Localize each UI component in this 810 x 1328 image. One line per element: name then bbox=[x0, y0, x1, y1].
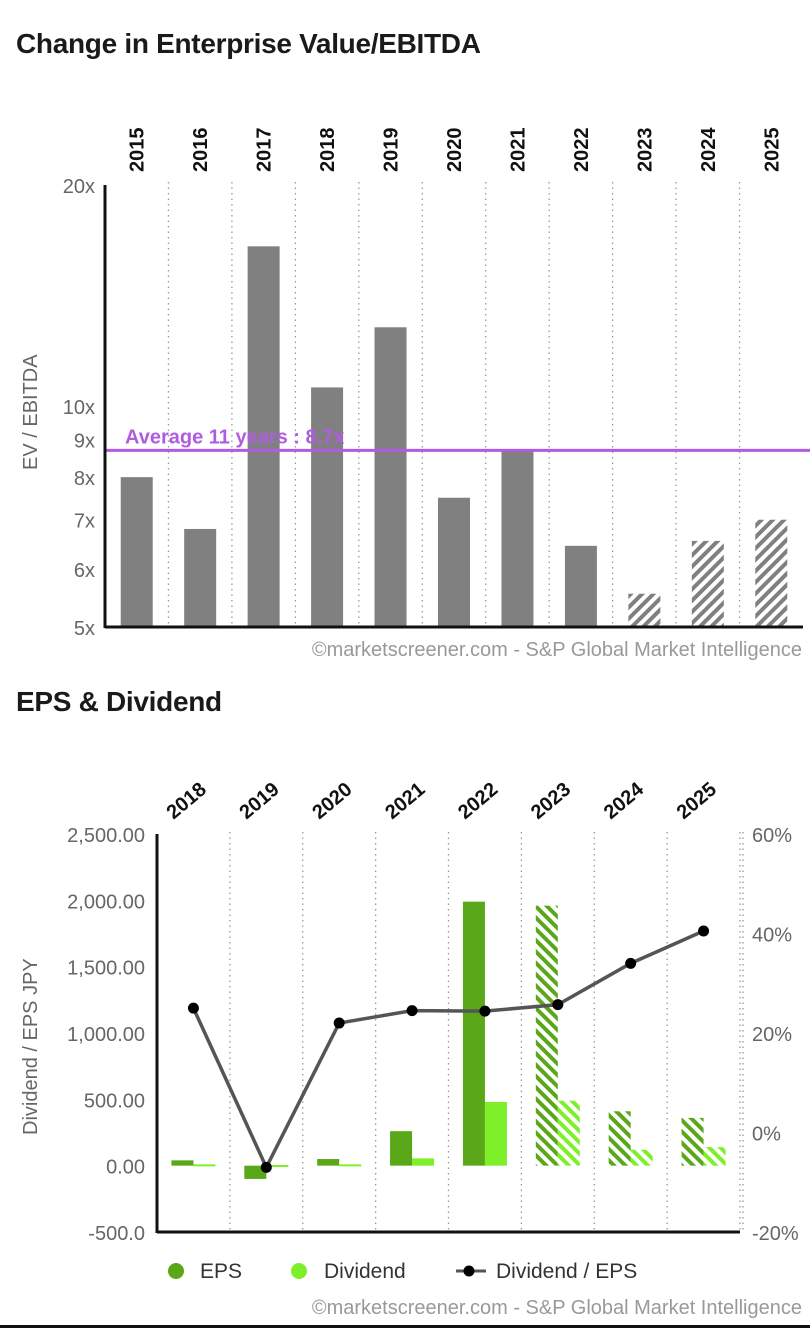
ratio-line bbox=[191, 929, 705, 1172]
y-tick-label: 0.00 bbox=[106, 1157, 145, 1179]
ev-ebitda-chart: Average 11 years : 8.7x 5x 6x 7x 8x 9x 10x 20x… bbox=[20, 127, 810, 661]
ratio-point-2018 bbox=[187, 1002, 199, 1014]
x-tick-label: 2020 bbox=[308, 778, 356, 823]
legend-dividend-swatch bbox=[291, 1263, 307, 1279]
eps-bar-2020 bbox=[317, 1159, 340, 1166]
ratio-point-2022 bbox=[479, 1005, 491, 1017]
eps-bar-2021 bbox=[390, 1131, 413, 1166]
bar-2015 bbox=[120, 477, 153, 627]
x-tick-label: 2016 bbox=[190, 128, 212, 173]
y-axis-label: Dividend / EPS JPY bbox=[20, 958, 42, 1135]
y-tick-label: 20x bbox=[63, 176, 95, 198]
x-tick-label: 2018 bbox=[317, 128, 339, 173]
source-credit: ©marketscreener.com - S&P Global Market … bbox=[312, 639, 802, 661]
bar-2024 bbox=[691, 540, 724, 627]
x-tick-label: 2018 bbox=[163, 778, 211, 823]
y-tick-label: 6x bbox=[74, 560, 95, 582]
legend-eps-label: EPS bbox=[200, 1260, 242, 1283]
x-tick-label: 2021 bbox=[507, 128, 529, 173]
y-tick-label: 500.00 bbox=[84, 1090, 145, 1112]
x-tick-label: 2020 bbox=[444, 128, 466, 173]
y-tick-label: 2,500.00 bbox=[67, 825, 145, 847]
x-tick-label: 2025 bbox=[673, 778, 721, 823]
x-tick-label: 2019 bbox=[381, 128, 403, 173]
y-tick-label: -500.0 bbox=[88, 1223, 145, 1245]
eps-bar-2022 bbox=[462, 901, 485, 1166]
x-tick-label: 2015 bbox=[127, 128, 149, 173]
x-tick-label: 2025 bbox=[761, 128, 783, 173]
dividend-bar-2022 bbox=[484, 1101, 507, 1166]
y-axis-label: EV / EBITDA bbox=[20, 354, 42, 470]
bar-2018 bbox=[311, 387, 344, 627]
y2-tick-label: 0% bbox=[752, 1124, 781, 1146]
y-tick-label: 8x bbox=[74, 468, 95, 490]
dividend-bar-2021 bbox=[412, 1158, 435, 1166]
bottom-divider bbox=[0, 1325, 810, 1328]
ratio-point-2024 bbox=[625, 957, 637, 969]
x-tick-label: 2022 bbox=[571, 128, 593, 173]
y-tick-label: 5x bbox=[74, 618, 95, 640]
legend-ratio-marker bbox=[463, 1265, 475, 1277]
x-tick-label: 2023 bbox=[527, 778, 575, 823]
bar-2016 bbox=[184, 528, 217, 627]
dividend-bar-2023 bbox=[557, 1100, 580, 1166]
y2-tick-label: 60% bbox=[752, 825, 792, 847]
eps-bar-2019 bbox=[244, 1165, 267, 1179]
y-tick-label: 7x bbox=[74, 511, 95, 533]
bar-2023 bbox=[628, 593, 661, 627]
bar-2021 bbox=[501, 450, 534, 627]
x-tick-label: 2021 bbox=[381, 778, 429, 823]
legend-dividend-label: Dividend bbox=[324, 1260, 406, 1283]
dividend-bar-2020 bbox=[339, 1164, 362, 1167]
x-tick-label: 2019 bbox=[235, 778, 283, 823]
dividend-bar-2019 bbox=[266, 1165, 289, 1168]
ratio-point-2019 bbox=[260, 1161, 272, 1173]
bar-2022 bbox=[564, 545, 597, 627]
ratio-point-2023 bbox=[552, 999, 564, 1011]
legend-eps-swatch bbox=[168, 1263, 184, 1279]
bar-2020 bbox=[438, 497, 470, 627]
eps-bar-2018 bbox=[171, 1160, 194, 1166]
ratio-point-2025 bbox=[698, 925, 710, 937]
x-tick-label: 2024 bbox=[698, 127, 720, 172]
x-tick-label: 2024 bbox=[600, 778, 649, 824]
eps-bar-2025 bbox=[681, 1117, 704, 1166]
bar-2017 bbox=[247, 246, 280, 627]
y-tick-label: 1,500.00 bbox=[67, 958, 145, 980]
dividend-bar-2025 bbox=[703, 1147, 726, 1166]
y-tick-label: 2,000.00 bbox=[67, 891, 145, 913]
bar-2019 bbox=[374, 327, 407, 627]
ratio-point-2020 bbox=[333, 1017, 345, 1029]
bar-2025 bbox=[755, 519, 788, 627]
chart-title: Change in Enterprise Value/EBITDA bbox=[16, 28, 481, 59]
chart-title: EPS & Dividend bbox=[16, 686, 222, 717]
x-tick-label: 2017 bbox=[254, 128, 276, 173]
dividend-bar-2024 bbox=[630, 1149, 653, 1166]
eps-bar-2023 bbox=[535, 905, 558, 1166]
y-tick-label: 9x bbox=[74, 431, 95, 453]
ratio-point-2021 bbox=[406, 1005, 418, 1017]
y2-tick-label: -20% bbox=[752, 1223, 799, 1245]
y2-tick-label: 40% bbox=[752, 925, 792, 947]
x-tick-label: 2022 bbox=[454, 778, 502, 823]
dividend-bar-2018 bbox=[193, 1164, 216, 1167]
legend-ratio-label: Dividend / EPS bbox=[496, 1260, 637, 1283]
eps-bar-2024 bbox=[608, 1111, 631, 1166]
y2-tick-label: 20% bbox=[752, 1024, 792, 1046]
y-tick-label: 1,000.00 bbox=[67, 1024, 145, 1046]
source-credit: ©marketscreener.com - S&P Global Market … bbox=[312, 1297, 802, 1319]
y-tick-label: 10x bbox=[63, 397, 95, 419]
x-tick-label: 2023 bbox=[634, 128, 656, 173]
average-label: Average 11 years : 8.7x bbox=[125, 426, 344, 448]
